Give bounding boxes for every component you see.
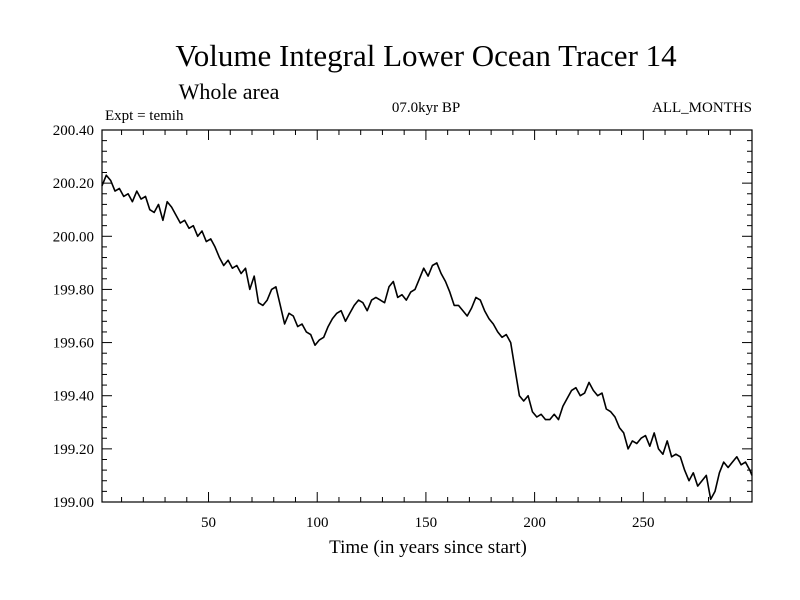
y-tick-label: 199.00: [53, 495, 94, 511]
chart-title: Volume Integral Lower Ocean Tracer 14: [175, 38, 677, 73]
y-tick-label: 200.20: [53, 176, 94, 192]
x-tick-label: 150: [415, 515, 438, 531]
x-tick-label: 50: [201, 515, 216, 531]
series-line: [101, 174, 753, 501]
period-label: 07.0kyr BP: [392, 100, 460, 116]
months-label: ALL_MONTHS: [652, 100, 752, 116]
y-tick-label: 199.20: [53, 442, 94, 458]
y-tick-label: 200.40: [53, 123, 94, 139]
y-tick-label: 199.40: [53, 389, 94, 405]
y-tick-label: 199.80: [53, 282, 94, 298]
axes-group: 50 100 150 200 250 199.00 199.20 199.40 199.60 19…: [53, 123, 753, 531]
expt-label: Expt = temih: [105, 108, 184, 124]
chart-subtitle: Whole area: [179, 79, 280, 104]
x-tick-label: 100: [306, 515, 329, 531]
x-axis-label: Time (in years since start): [329, 537, 527, 558]
y-tick-label: 199.60: [53, 336, 94, 352]
plot-frame: [101, 129, 753, 503]
y-tick-label: 200.00: [53, 229, 94, 245]
x-tick-label: 250: [632, 515, 655, 531]
x-tick-label: 200: [523, 515, 546, 531]
